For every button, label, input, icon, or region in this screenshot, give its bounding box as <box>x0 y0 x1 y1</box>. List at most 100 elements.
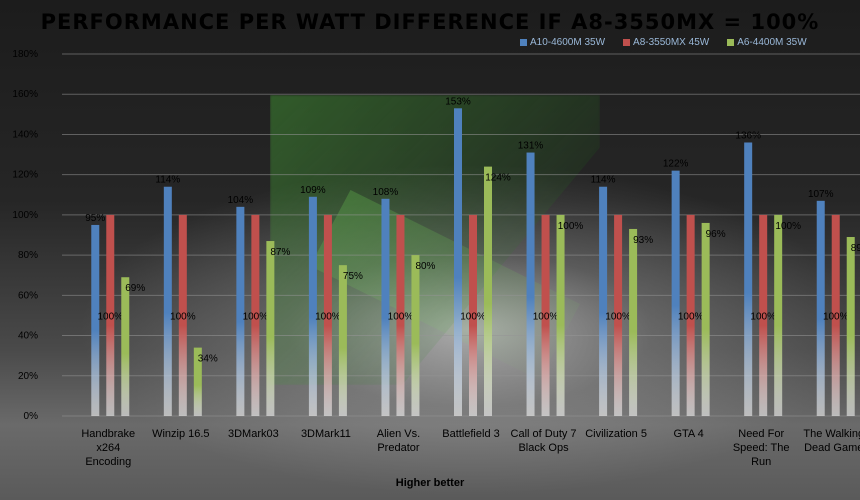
bar-0-10 <box>816 200 825 416</box>
bar-2-3 <box>338 265 347 416</box>
y-tick-label: 140% <box>12 129 38 140</box>
bar-1-0 <box>106 214 115 416</box>
category-label: 3DMark11 <box>301 428 351 440</box>
data-label: 100% <box>315 311 341 322</box>
data-label: 89% <box>851 243 860 254</box>
category-label: Alien Vs. <box>377 428 420 440</box>
data-label: 75% <box>343 271 363 282</box>
data-label: 136% <box>735 130 761 141</box>
data-label: 114% <box>155 175 180 186</box>
data-label: 100% <box>460 311 486 322</box>
bar-2-1 <box>193 347 202 416</box>
data-label: 100% <box>533 311 559 322</box>
category-label: 3DMark03 <box>228 428 279 440</box>
legend-label-a8: A8-3550MX 45W <box>633 37 710 48</box>
legend-label-a6: A6-4400M 35W <box>737 37 807 48</box>
bar-2-2 <box>266 241 275 416</box>
legend-swatch-a8 <box>623 39 631 46</box>
legend: A10-4600M 35W A8-3550MX 45W A6-4400M 35W <box>520 37 807 48</box>
data-label: 100% <box>558 221 584 232</box>
bar-2-7 <box>629 228 638 416</box>
y-tick-label: 120% <box>12 170 38 181</box>
bar-0-0 <box>91 224 100 416</box>
data-label: 100% <box>243 311 269 322</box>
data-label: 109% <box>300 185 326 196</box>
data-label: 100% <box>605 311 631 322</box>
bar-2-8 <box>701 222 710 416</box>
bar-2-9 <box>774 214 783 416</box>
data-label: 95% <box>85 213 105 224</box>
bar-1-8 <box>686 214 695 416</box>
data-label: 100% <box>170 311 196 322</box>
bar-1-1 <box>178 214 187 416</box>
bar-0-4 <box>381 198 390 416</box>
data-label: 100% <box>678 311 704 322</box>
data-label: 100% <box>823 311 849 322</box>
bar-1-10 <box>831 214 840 416</box>
data-label: 93% <box>633 235 653 246</box>
category-label: Dead Game <box>804 442 860 454</box>
category-label: Run <box>751 456 771 468</box>
legend-item-a8: A8-3550MX 45W <box>623 37 709 48</box>
category-label: Black Ops <box>518 442 569 454</box>
data-label: 153% <box>445 96 471 107</box>
y-tick-label: 40% <box>18 331 38 342</box>
data-label: 80% <box>415 261 435 272</box>
data-label: 96% <box>706 229 726 240</box>
data-label: 122% <box>663 159 689 170</box>
bar-1-5 <box>469 214 477 416</box>
data-label: 34% <box>198 354 218 365</box>
bar-0-9 <box>744 142 753 416</box>
y-tick-label: 100% <box>12 210 38 221</box>
data-label: 108% <box>373 187 399 198</box>
category-label: Encoding <box>85 456 131 468</box>
data-label: 124% <box>485 173 511 184</box>
data-label: 114% <box>591 175 616 186</box>
bar-2-4 <box>411 255 420 416</box>
bar-1-3 <box>323 214 332 416</box>
category-label: Need For <box>738 428 784 440</box>
y-tick-label: 80% <box>18 250 38 261</box>
bar-1-9 <box>759 214 768 416</box>
chart-title: PERFORMANCE PER WATT DIFFERENCE IF A8-35… <box>40 10 820 34</box>
bar-2-5 <box>484 166 492 416</box>
data-label: 100% <box>775 221 801 232</box>
data-label: 107% <box>808 189 834 200</box>
category-label: Call of Duty 7 <box>511 428 577 440</box>
category-label: Battlefield 3 <box>442 428 499 440</box>
y-tick-label: 60% <box>18 290 38 301</box>
bar-1-6 <box>541 214 550 416</box>
legend-label-a10: A10-4600M 35W <box>530 37 606 48</box>
category-label: Civilization 5 <box>585 428 647 440</box>
bar-0-7 <box>599 186 608 416</box>
y-tick-label: 180% <box>12 49 38 60</box>
category-label: Speed: The <box>733 442 790 454</box>
bar-0-2 <box>236 206 245 416</box>
data-label: 104% <box>228 195 254 206</box>
y-tick-label: 20% <box>18 371 38 382</box>
bar-0-5 <box>454 108 462 417</box>
data-label: 69% <box>125 283 145 294</box>
bar-0-8 <box>671 170 680 416</box>
bar-2-10 <box>846 237 855 416</box>
data-label: 131% <box>518 141 544 152</box>
data-label: 100% <box>388 311 414 322</box>
legend-item-a10: A10-4600M 35W <box>520 37 605 48</box>
bar-2-0 <box>121 277 130 416</box>
data-label: 100% <box>97 311 123 322</box>
x-axis-title: Higher better <box>395 477 465 489</box>
y-tick-label: 0% <box>24 411 39 422</box>
category-label: Handbrake <box>81 428 135 440</box>
bar-0-6 <box>526 152 535 417</box>
category-label: The Walking <box>803 428 860 440</box>
bar-2-6 <box>556 214 565 416</box>
bar-0-1 <box>163 186 172 416</box>
bar-1-2 <box>251 214 260 416</box>
data-label: 87% <box>270 247 290 258</box>
y-tick-label: 160% <box>12 89 38 100</box>
legend-swatch-a6 <box>727 39 735 46</box>
category-label: Winzip 16.5 <box>152 428 209 440</box>
legend-item-a6: A6-4400M 35W <box>727 37 807 48</box>
